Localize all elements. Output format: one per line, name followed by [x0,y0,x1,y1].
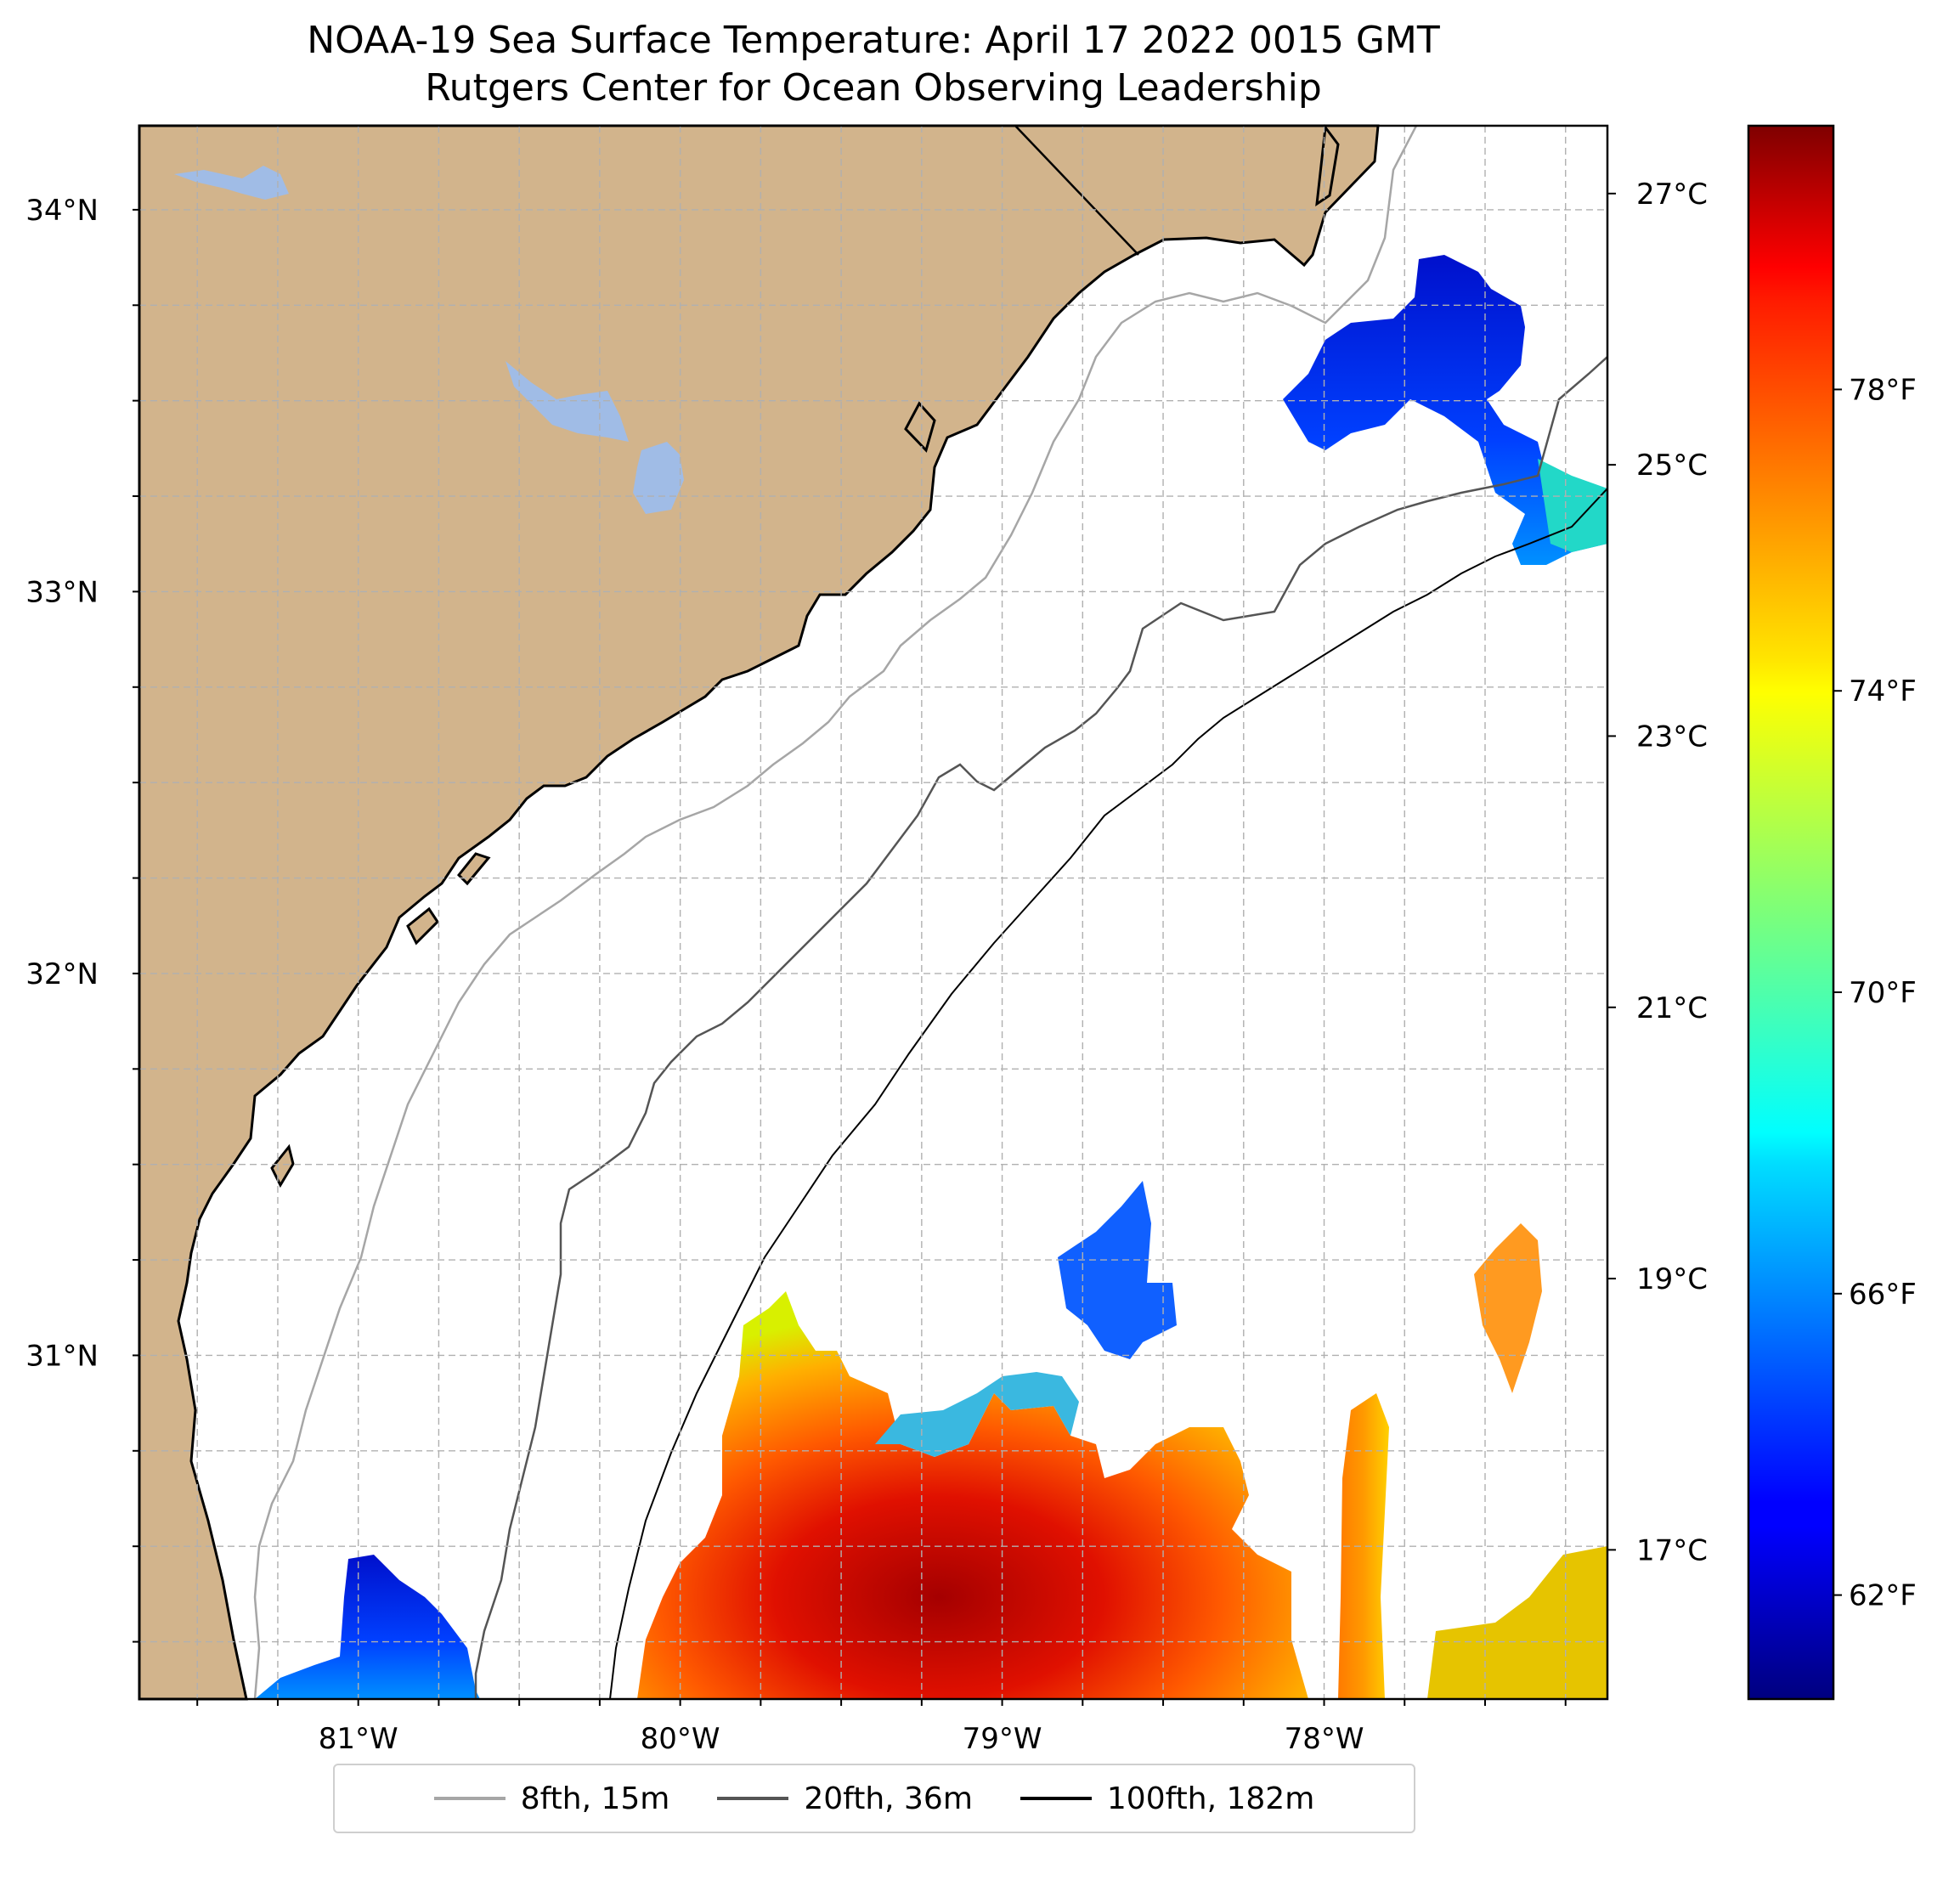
land-mainland [138,124,1380,1701]
barrier-island-5 [1315,124,1340,207]
latitude-labels: 34°N 33°N 32°N 31°N [25,194,139,1643]
fahrenheit-tick-label: 70°F [1849,976,1917,1010]
sst-cool-north-patch [1283,255,1607,565]
legend: 8fth, 15m 20fth, 36m 100fth, 182m [333,1764,1415,1833]
chart-title-line1: NOAA-19 Sea Surface Temperature: April 1… [307,19,1440,62]
lat-tick-label: 33°N [25,575,99,609]
lon-tick-label: 78°W [1285,1722,1364,1756]
lake-marion [506,361,629,442]
legend-label-100fth: 100fth, 182m [1106,1781,1315,1816]
longitude-labels: 81°W 80°W 79°W 78°W [196,1699,1567,1756]
legend-label-20fth: 20fth, 36m [804,1781,973,1816]
colorbar-fahrenheit-ticks: 78°F 74°F 70°F 66°F 62°F [1833,373,1917,1613]
colorbar-celsius-ticks: 27°C 25°C 23°C 21°C 19°C 17°C [1607,178,1708,1567]
contour-100fth-182m [609,488,1607,1699]
sst-warm-patch [637,1291,1308,1699]
celsius-tick-label: 23°C [1636,720,1708,754]
celsius-tick-label: 25°C [1636,449,1708,483]
legend-item-100fth: 100fth, 182m [1020,1781,1314,1816]
legend-item-8fth: 8fth, 15m [433,1781,670,1816]
gridlines [139,126,1607,1699]
barrier-island-2 [456,852,491,886]
lake-small-northwest [174,166,289,200]
sst-cool-southwest-patch [255,1555,480,1699]
lon-tick-label: 79°W [963,1722,1042,1756]
legend-swatch-8fth [433,1797,506,1800]
lon-tick-label: 80°W [641,1722,720,1756]
contour-8fth-15m [253,126,1418,1699]
fahrenheit-tick-label: 66°F [1849,1278,1917,1312]
contour-20fth-36m [474,356,1607,1699]
fahrenheit-tick-label: 62°F [1849,1579,1917,1613]
sst-east-patch [1338,1393,1389,1699]
sst-southeast-patch [1427,1546,1607,1699]
celsius-tick-label: 17°C [1636,1533,1708,1567]
legend-label-8fth: 8fth, 15m [520,1781,670,1816]
celsius-tick-label: 19°C [1636,1262,1708,1296]
sst-cool-central-patch [1058,1181,1177,1359]
lat-tick-label: 31°N [25,1339,99,1373]
state-border [1014,125,1139,256]
lon-tick-label: 81°W [319,1722,398,1756]
barrier-island-3 [406,906,439,946]
legend-swatch-100fth [1020,1797,1092,1800]
fahrenheit-tick-label: 78°F [1849,373,1917,407]
chart-title-line2: Rutgers Center for Ocean Observing Leade… [425,66,1322,110]
map-frame [138,124,1609,1701]
sst-northeast-small-patch [1474,1223,1542,1393]
sst-cool-cyan-edge [1538,459,1607,552]
lat-tick-label: 34°N [25,194,99,228]
celsius-tick-label: 21°C [1636,991,1708,1025]
colorbar [1747,124,1835,1701]
sst-cool-teal-band [875,1372,1079,1457]
legend-item-20fth: 20fth, 36m [717,1781,973,1816]
fahrenheit-tick-label: 74°F [1849,675,1917,709]
legend-swatch-20fth [717,1797,789,1800]
barrier-island-1 [904,401,936,453]
celsius-tick-label: 27°C [1636,178,1708,212]
lat-tick-label: 32°N [25,957,99,991]
